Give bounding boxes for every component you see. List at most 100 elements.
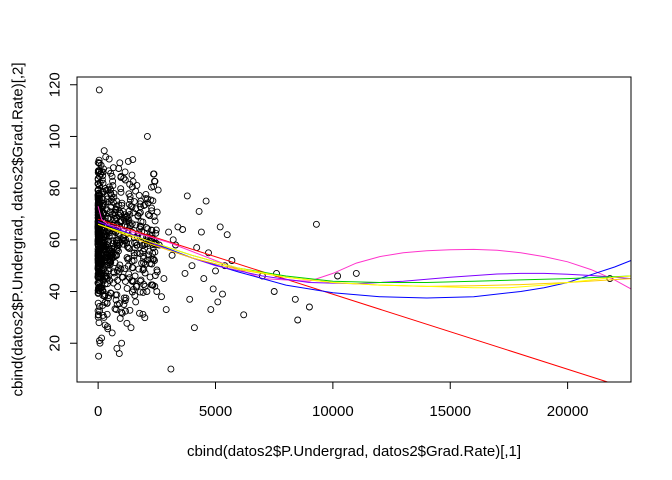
data-point	[153, 266, 161, 274]
data-point	[109, 199, 117, 206]
data-point	[147, 196, 155, 204]
data-point	[165, 228, 173, 236]
y-axis: 20 40 60 80 100 120	[47, 72, 78, 352]
data-point	[121, 277, 129, 285]
data-point	[99, 179, 107, 187]
data-point	[137, 276, 145, 284]
data-point	[219, 290, 226, 298]
data-point	[102, 198, 110, 206]
data-point	[126, 306, 134, 314]
y-tick-label: 80	[47, 180, 64, 197]
data-point	[139, 288, 147, 296]
data-point	[107, 289, 114, 297]
data-point	[118, 308, 125, 316]
data-point	[137, 203, 144, 211]
data-point	[150, 170, 157, 178]
data-point	[95, 302, 103, 310]
data-point	[121, 168, 129, 176]
point-cloud	[94, 147, 162, 333]
data-point	[95, 205, 103, 212]
data-point	[94, 241, 102, 249]
data-point	[181, 269, 189, 277]
data-point	[104, 252, 112, 260]
data-point	[142, 260, 150, 268]
data-point	[105, 237, 113, 245]
series-line-2	[97, 206, 632, 290]
data-point	[106, 277, 114, 285]
data-point	[160, 275, 168, 283]
data-point	[100, 313, 108, 321]
data-point	[128, 288, 136, 296]
data-point	[120, 301, 128, 308]
data-point	[151, 177, 158, 185]
data-point	[121, 176, 129, 184]
data-point	[240, 311, 248, 319]
data-point	[98, 334, 106, 342]
x-axis: 0 5000 10000 15000 20000	[94, 381, 588, 420]
data-point	[136, 277, 144, 285]
data-points	[95, 86, 614, 373]
data-point	[112, 205, 120, 213]
data-point	[136, 288, 144, 296]
data-point	[141, 314, 149, 322]
data-point	[133, 249, 141, 257]
data-point	[137, 218, 145, 226]
y-tick-label: 20	[47, 335, 64, 352]
data-point	[105, 214, 113, 222]
data-point	[94, 250, 102, 258]
data-point	[148, 204, 156, 212]
data-point	[117, 188, 125, 196]
data-point	[138, 259, 146, 267]
data-point	[129, 156, 137, 164]
data-point	[150, 255, 158, 263]
data-point	[140, 265, 148, 273]
data-point	[352, 269, 360, 277]
data-point	[116, 159, 124, 167]
data-point	[120, 174, 128, 182]
data-point	[133, 241, 141, 249]
data-point	[140, 202, 148, 210]
data-point	[141, 282, 149, 290]
y-tick-label: 60	[47, 231, 64, 248]
data-point	[136, 309, 143, 317]
data-point	[121, 265, 129, 273]
data-point	[167, 365, 175, 373]
data-point	[151, 257, 158, 264]
data-point	[97, 284, 105, 291]
data-point	[101, 321, 109, 329]
data-point	[135, 209, 143, 217]
data-point	[168, 251, 176, 259]
data-point	[98, 234, 106, 242]
data-point	[129, 178, 137, 186]
data-point	[144, 225, 152, 233]
data-point	[128, 171, 136, 179]
data-point	[95, 167, 103, 175]
data-point	[147, 281, 155, 289]
data-point	[118, 339, 126, 347]
x-tick-label: 0	[94, 403, 102, 420]
data-point	[95, 86, 103, 94]
series-line-6	[97, 223, 632, 287]
data-point	[95, 192, 103, 200]
data-point	[94, 271, 102, 279]
data-point	[98, 269, 106, 277]
data-point	[94, 175, 102, 183]
data-point	[334, 272, 342, 280]
data-point	[132, 221, 140, 229]
data-point	[305, 303, 313, 311]
data-point	[139, 310, 147, 318]
data-point	[94, 180, 102, 188]
y-tick-label: 120	[47, 72, 64, 97]
x-tick-label: 5000	[199, 403, 232, 420]
fit-curves	[97, 206, 632, 383]
data-point	[94, 311, 102, 319]
data-point	[94, 307, 102, 315]
data-point	[120, 237, 128, 245]
data-point	[108, 172, 116, 180]
data-point	[111, 305, 119, 313]
data-point	[162, 306, 170, 314]
data-point	[94, 289, 102, 297]
data-point	[152, 226, 160, 234]
data-point	[94, 217, 102, 225]
